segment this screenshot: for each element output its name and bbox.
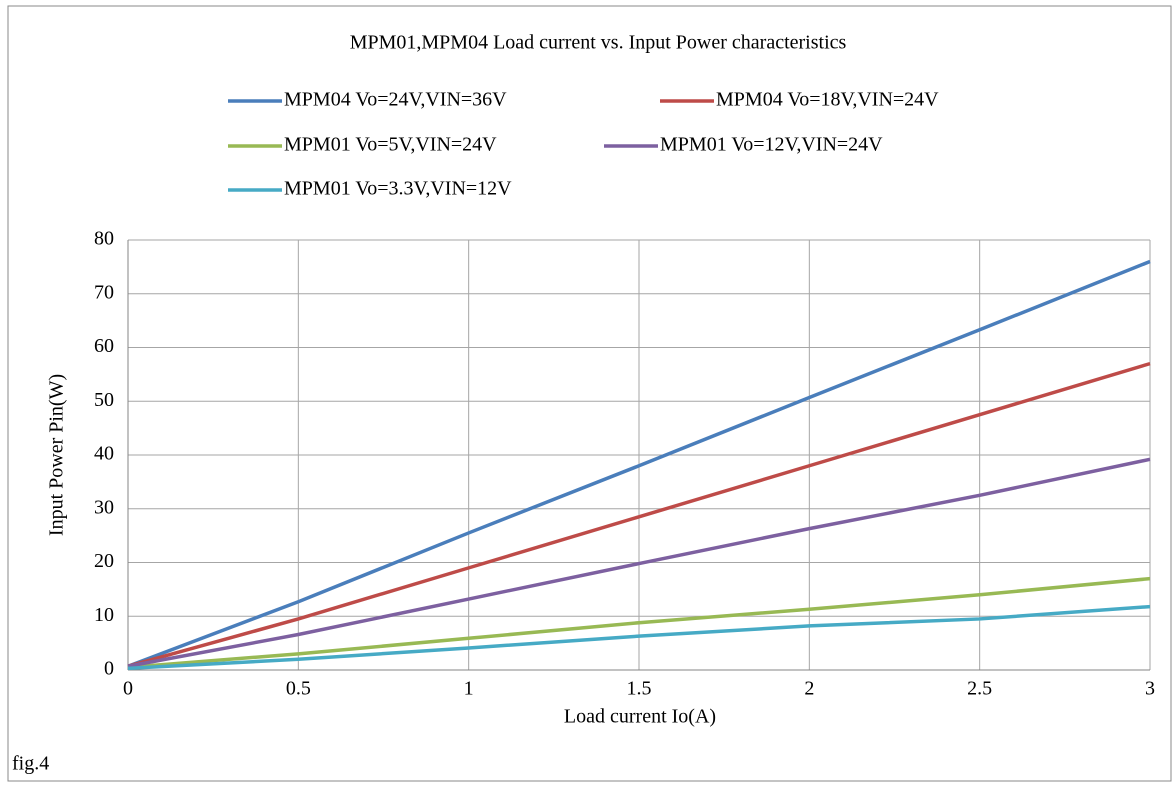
x-tick-label: 2.5 bbox=[967, 678, 992, 700]
y-tick-label: 30 bbox=[94, 496, 114, 518]
x-tick-label: 1 bbox=[464, 678, 474, 700]
series-line bbox=[127, 576, 1151, 670]
x-tick-label: 1.5 bbox=[627, 678, 652, 700]
y-axis-label: Input Power Pin(W) bbox=[46, 374, 68, 536]
series-line bbox=[127, 457, 1151, 668]
legend-label: MPM01 Vo=3.3V,VIN=12V bbox=[284, 178, 512, 200]
y-tick-label: 20 bbox=[94, 550, 114, 572]
y-tick-label: 0 bbox=[104, 658, 114, 680]
x-tick-label: 0.5 bbox=[286, 678, 311, 700]
legend-label: MPM01 Vo=5V,VIN=24V bbox=[284, 134, 497, 156]
caption: fig.4 bbox=[12, 753, 49, 775]
y-tick-label: 10 bbox=[94, 604, 114, 626]
y-tick-label: 40 bbox=[94, 443, 114, 465]
legend-label: MPM04 Vo=18V,VIN=24V bbox=[716, 89, 939, 111]
y-tick-label: 80 bbox=[94, 228, 114, 250]
series-line bbox=[127, 361, 1151, 668]
x-tick-label: 2 bbox=[804, 678, 814, 700]
x-axis-label: Load current Io(A) bbox=[564, 706, 716, 728]
series-line bbox=[127, 259, 1151, 668]
series-line bbox=[127, 604, 1151, 671]
legend-label: MPM04 Vo=24V,VIN=36V bbox=[284, 89, 507, 111]
legend-label: MPM01 Vo=12V,VIN=24V bbox=[660, 134, 883, 156]
x-tick-label: 3 bbox=[1145, 678, 1155, 700]
y-tick-label: 50 bbox=[94, 389, 114, 411]
x-tick-label: 0 bbox=[123, 678, 133, 700]
y-tick-label: 70 bbox=[94, 281, 114, 303]
y-tick-label: 60 bbox=[94, 335, 114, 357]
chart-title: MPM01,MPM04 Load current vs. Input Power… bbox=[350, 32, 847, 54]
